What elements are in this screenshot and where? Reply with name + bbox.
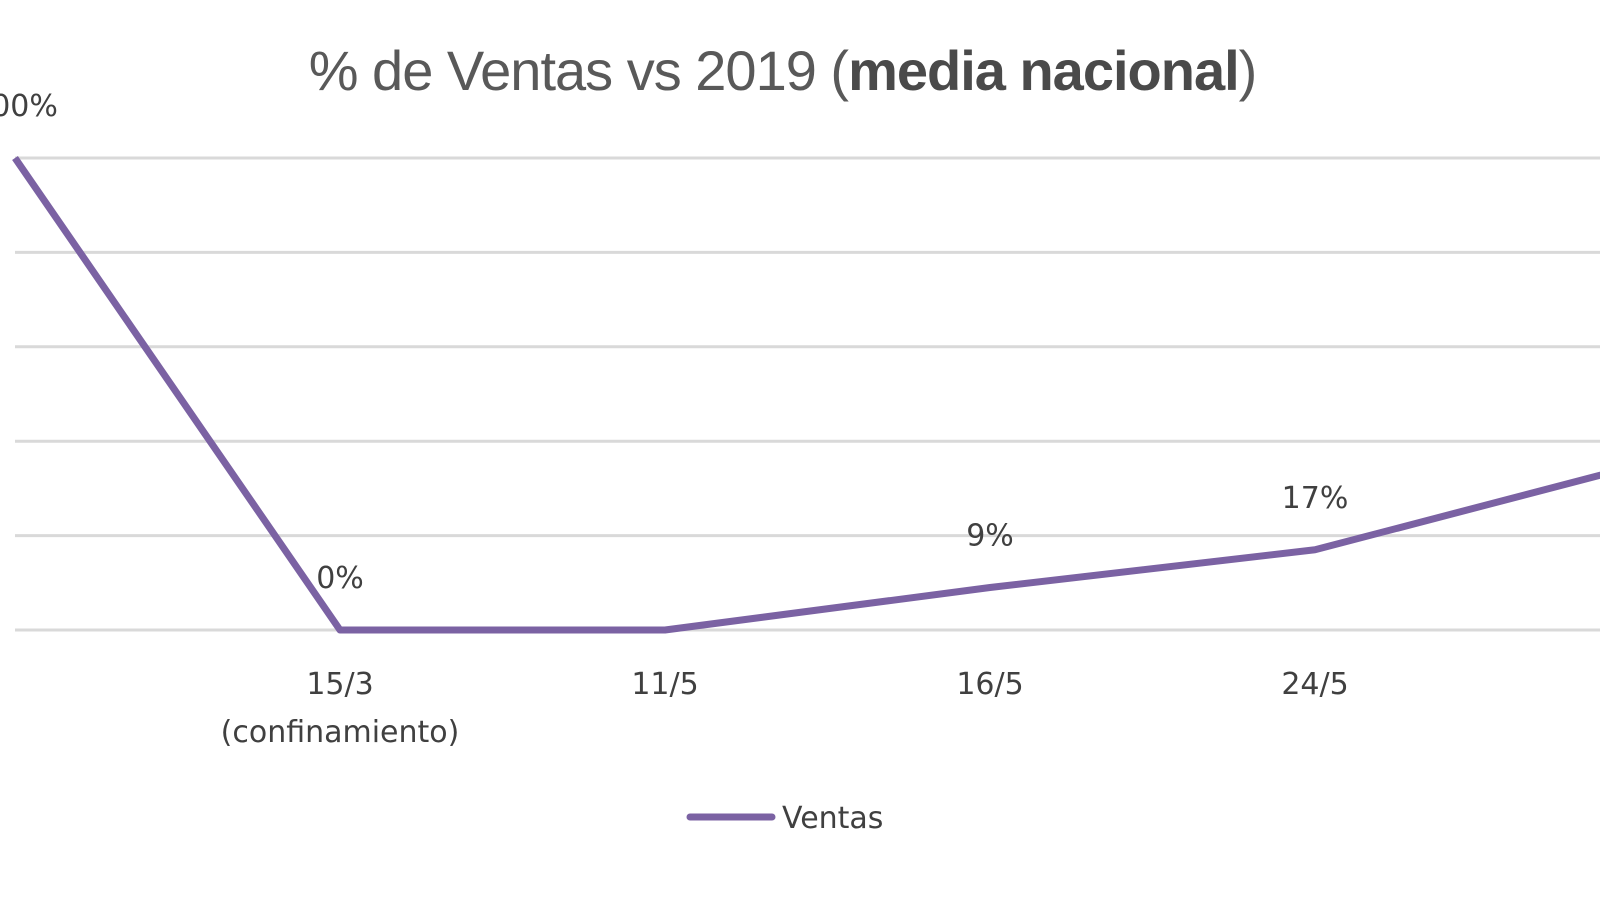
x-tick-label: (confinamiento) [221, 715, 460, 750]
data-label: 0% [316, 561, 364, 596]
x-tick-label: 24/5 [1281, 667, 1348, 702]
chart-title: % de Ventas vs 2019 (media nacional) [0, 38, 1565, 103]
data-label: 17% [1282, 481, 1349, 516]
x-tick-label: 16/5 [956, 667, 1023, 702]
data-label: 100% [0, 89, 58, 124]
series-line-ventas [12, 156, 1600, 634]
x-tick-label: 15/3 [306, 667, 373, 702]
legend-label: Ventas [782, 801, 883, 836]
data-label: 9% [966, 519, 1014, 554]
title-suffix: ) [1238, 39, 1258, 102]
x-tick-label: 11/5 [631, 667, 698, 702]
title-prefix: % de Ventas vs 2019 ( [308, 39, 849, 102]
title-bold: media nacional [848, 39, 1240, 102]
